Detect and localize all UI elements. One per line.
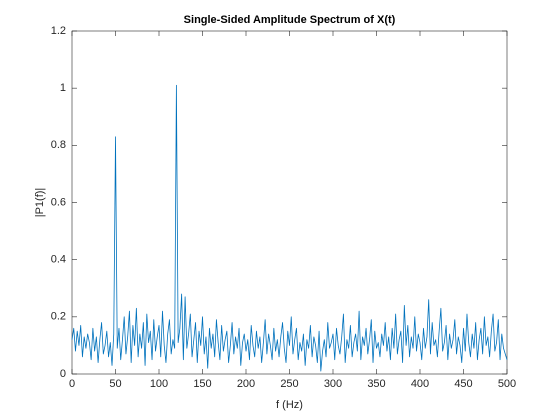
x-tick-label: 300 [324,378,342,390]
x-tick-label: 500 [498,378,516,390]
x-tick-label: 250 [280,378,298,390]
y-tick-label: 0 [60,368,66,380]
x-tick-label: 200 [237,378,255,390]
x-tick-label: 150 [193,378,211,390]
y-tick-label: 1.2 [51,25,66,37]
spectrum-line [71,84,508,372]
x-tick-label: 450 [454,378,472,390]
x-tick-label: 50 [109,378,121,390]
plot-area [72,31,507,374]
y-tick-label: 0.8 [51,139,66,151]
y-tick-label: 0.2 [51,311,66,323]
y-tick-label: 0.4 [51,254,66,266]
x-tick-label: 400 [411,378,429,390]
x-tick-label: 0 [69,378,75,390]
x-tick-label: 100 [150,378,168,390]
x-tick-label: 350 [367,378,385,390]
chart-title: Single-Sided Amplitude Spectrum of X(t) [184,14,396,26]
y-tick-label: 0.6 [51,196,66,208]
x-axis-label: f (Hz) [276,399,303,411]
y-axis-label: |P1(f)| [34,188,46,218]
y-tick-label: 1 [60,82,66,94]
